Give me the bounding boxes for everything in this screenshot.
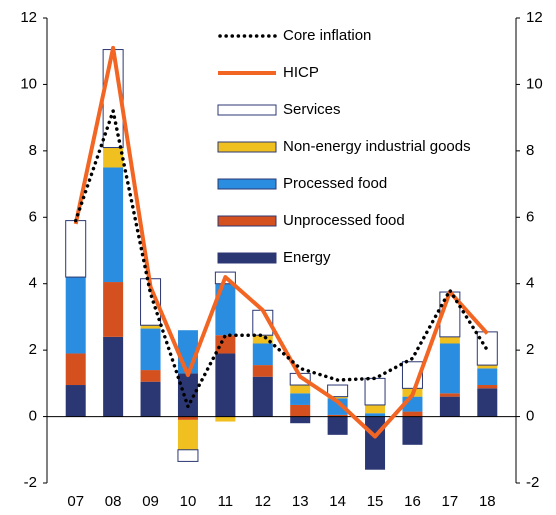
bar-segment <box>140 328 161 371</box>
legend-label: HICP <box>283 64 319 81</box>
bar-segment <box>177 419 198 450</box>
x-tick-label: 13 <box>292 493 309 510</box>
y-tick-label: 0 <box>29 408 37 425</box>
bar-segment <box>327 396 348 399</box>
x-tick-label: 16 <box>404 493 421 510</box>
y2-tick-label: 8 <box>526 142 534 159</box>
bar-segment <box>327 384 349 398</box>
y-tick-label: 10 <box>20 75 37 92</box>
bar-segment <box>439 396 460 417</box>
bar-segment <box>327 414 348 417</box>
x-tick-label: 18 <box>479 493 496 510</box>
bar-segment <box>103 167 124 283</box>
bar-segment <box>365 413 386 417</box>
bar-segment <box>215 353 236 417</box>
legend-label: Processed food <box>283 175 387 192</box>
legend-swatch <box>217 252 277 264</box>
bar-segment <box>439 343 460 394</box>
bar-segment <box>327 398 348 415</box>
y2-tick-label: 6 <box>526 208 534 225</box>
legend-label: Core inflation <box>283 27 371 44</box>
y2-tick-label: 10 <box>526 75 543 92</box>
bar-segment <box>477 385 498 389</box>
legend-label: Unprocessed food <box>283 212 405 229</box>
legend-label: Energy <box>283 249 331 266</box>
bar-segment <box>252 335 273 344</box>
y2-tick-label: 0 <box>526 408 534 425</box>
x-tick-label: 09 <box>142 493 159 510</box>
bar-segment <box>477 368 498 386</box>
x-tick-label: 12 <box>254 493 271 510</box>
bar-segment <box>252 365 273 377</box>
bar-segment <box>140 325 161 329</box>
bar-segment <box>65 220 87 278</box>
bar-segment <box>290 385 311 394</box>
line-series <box>73 45 489 439</box>
bar-segment <box>439 336 460 344</box>
bar-segment <box>477 388 498 417</box>
bar-segment <box>327 416 348 435</box>
bar-segment <box>215 335 236 354</box>
bar-segment <box>252 343 273 366</box>
bar-segment <box>65 277 86 354</box>
bar-segment <box>290 416 311 424</box>
bar-segment <box>65 353 86 386</box>
bar-segment <box>65 385 86 417</box>
bar-segment <box>215 416 236 422</box>
legend-label: Services <box>283 101 341 118</box>
bar-segment <box>365 404 386 414</box>
y2-tick-label: 4 <box>526 275 534 292</box>
bar-segment <box>439 393 460 397</box>
y-tick-label: 12 <box>20 9 37 26</box>
y-tick-label: 2 <box>29 341 37 358</box>
legend-swatch <box>217 215 277 227</box>
x-tick-label: 10 <box>180 493 197 510</box>
x-tick-label: 17 <box>442 493 459 510</box>
bar-segment <box>290 404 311 417</box>
legend-swatch <box>217 141 277 153</box>
bar-segment <box>140 370 161 382</box>
bar-segment <box>103 282 124 337</box>
legend-label: Non-energy industrial goods <box>283 138 471 155</box>
legend-swatch <box>217 178 277 190</box>
y2-tick-label: -2 <box>526 474 539 491</box>
bar-segment <box>177 416 198 420</box>
bar-segment <box>103 336 124 417</box>
y2-tick-label: 2 <box>526 341 534 358</box>
y2-tick-label: 12 <box>526 9 543 26</box>
x-tick-label: 15 <box>367 493 384 510</box>
bar-segment <box>177 373 198 417</box>
x-tick-label: 08 <box>105 493 122 510</box>
bar-segment <box>290 393 311 405</box>
bar-segment <box>140 381 161 417</box>
y-tick-label: 8 <box>29 142 37 159</box>
legend-swatch <box>217 104 277 116</box>
bar-segment <box>103 147 124 168</box>
line-series <box>73 104 490 412</box>
x-tick-label: 14 <box>329 493 346 510</box>
bar-segment <box>402 411 423 417</box>
bar-segment <box>215 283 236 336</box>
bar-segment <box>477 365 498 369</box>
y-tick-label: -2 <box>24 474 37 491</box>
bar-segment <box>252 376 273 417</box>
y-tick-label: 6 <box>29 208 37 225</box>
x-tick-label: 11 <box>218 493 234 510</box>
bar-segment <box>365 416 386 470</box>
bar-segment <box>364 377 386 406</box>
x-tick-label: 07 <box>67 493 84 510</box>
bar-segment <box>177 449 199 462</box>
bar-segment <box>402 416 423 445</box>
y-tick-label: 4 <box>29 275 37 292</box>
